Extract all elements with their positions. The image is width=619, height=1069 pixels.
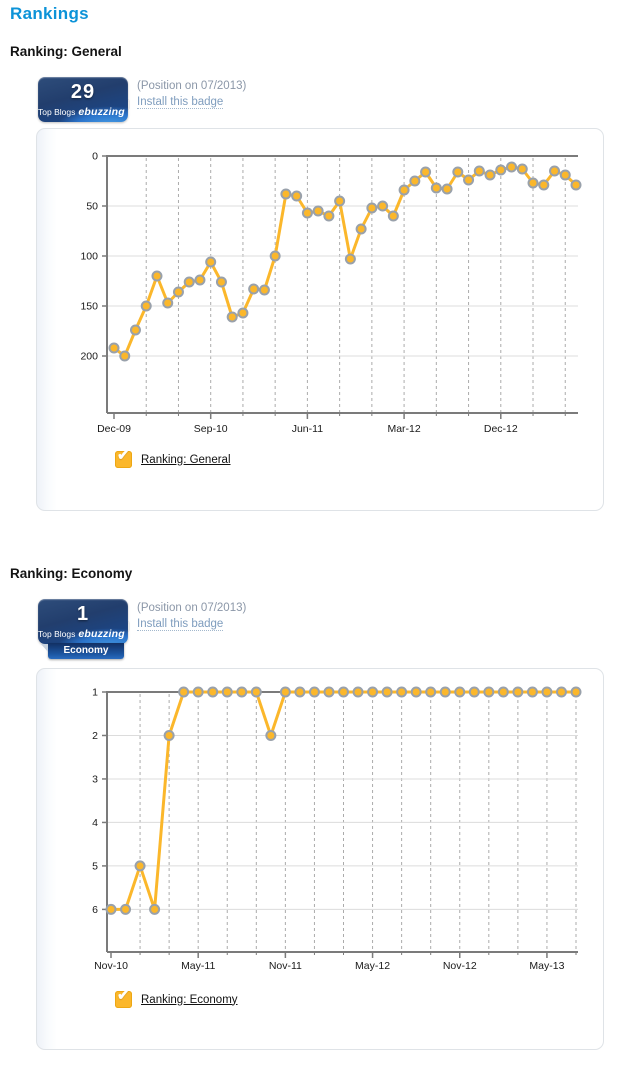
legend-label-link[interactable]: Ranking: Economy [141, 993, 238, 1006]
install-badge-link[interactable]: Install this badge [137, 96, 224, 109]
svg-text:Nov-10: Nov-10 [94, 960, 128, 972]
badge-ebuzzing-label: ebuzzing [78, 106, 125, 118]
section-heading-economy: Ranking: Economy [10, 566, 133, 581]
svg-text:Dec-12: Dec-12 [484, 423, 518, 435]
chart-card-general: 0 50 100 150 200 Dec-09 Sep-10 Jun-11 Mar-12 Dec-… [36, 128, 604, 511]
badge-brand-row: Top Blogs ebuzzing [38, 100, 128, 118]
economy-ranking-line-chart[interactable]: 1 2 3 4 5 6 Nov-10 May-11 Nov-11 May-12 Nov-12 May-… [37, 669, 603, 981]
svg-text:0: 0 [92, 151, 98, 163]
svg-text:100: 100 [80, 251, 98, 263]
ebuzzing-rank-badge-economy: 1 Top Blogs ebuzzing Economy [38, 599, 128, 659]
install-badge-link[interactable]: Install this badge [137, 618, 224, 631]
svg-text:2: 2 [92, 730, 98, 742]
badge-ebuzzing-label: ebuzzing [78, 628, 125, 640]
svg-text:May-13: May-13 [529, 960, 564, 972]
chart-legend-economy: ✔ Ranking: Economy [115, 987, 238, 1008]
legend-checkbox[interactable]: ✔ [115, 987, 132, 1008]
legend-checkbox[interactable]: ✔ [115, 447, 132, 468]
badge-rank-number: 1 [76, 603, 90, 625]
ebuzzing-rank-badge-general: 29 Top Blogs ebuzzing [38, 77, 128, 122]
svg-text:6: 6 [92, 904, 98, 916]
badge-brand-row: Top Blogs ebuzzing [38, 622, 128, 640]
legend-label-link[interactable]: Ranking: General [141, 453, 231, 466]
general-ranking-line-chart[interactable]: 0 50 100 150 200 Dec-09 Sep-10 Jun-11 Mar-12 Dec-… [37, 129, 603, 441]
position-note: (Position on 07/2013) [137, 602, 247, 614]
svg-text:May-11: May-11 [181, 960, 215, 972]
position-note: (Position on 07/2013) [137, 80, 247, 92]
page-title: Rankings [10, 4, 89, 23]
badge-category-tab: Economy [41, 643, 124, 659]
chart-card-economy: 1 2 3 4 5 6 Nov-10 May-11 Nov-11 May-12 Nov-12 May-… [36, 668, 604, 1050]
section-heading-general: Ranking: General [10, 44, 122, 59]
checkmark-icon: ✔ [117, 447, 130, 464]
svg-text:Nov-11: Nov-11 [269, 960, 302, 972]
svg-text:150: 150 [80, 301, 98, 313]
svg-text:Mar-12: Mar-12 [387, 423, 420, 435]
svg-text:Dec-09: Dec-09 [97, 423, 131, 435]
svg-text:May-12: May-12 [355, 960, 390, 972]
badge-rank-number: 29 [70, 81, 96, 103]
svg-text:1: 1 [92, 687, 98, 699]
svg-text:Sep-10: Sep-10 [194, 423, 228, 435]
badge-topblogs-label: Top Blogs [38, 629, 76, 639]
checkmark-icon: ✔ [117, 987, 130, 1004]
svg-text:4: 4 [92, 817, 98, 829]
svg-text:200: 200 [80, 351, 98, 363]
badge-topblogs-label: Top Blogs [38, 107, 76, 117]
svg-text:3: 3 [92, 773, 98, 785]
svg-text:5: 5 [92, 860, 98, 872]
svg-text:Nov-12: Nov-12 [443, 960, 477, 972]
svg-text:Jun-11: Jun-11 [292, 423, 323, 435]
chart-legend-general: ✔ Ranking: General [115, 447, 231, 468]
svg-text:50: 50 [86, 201, 98, 213]
